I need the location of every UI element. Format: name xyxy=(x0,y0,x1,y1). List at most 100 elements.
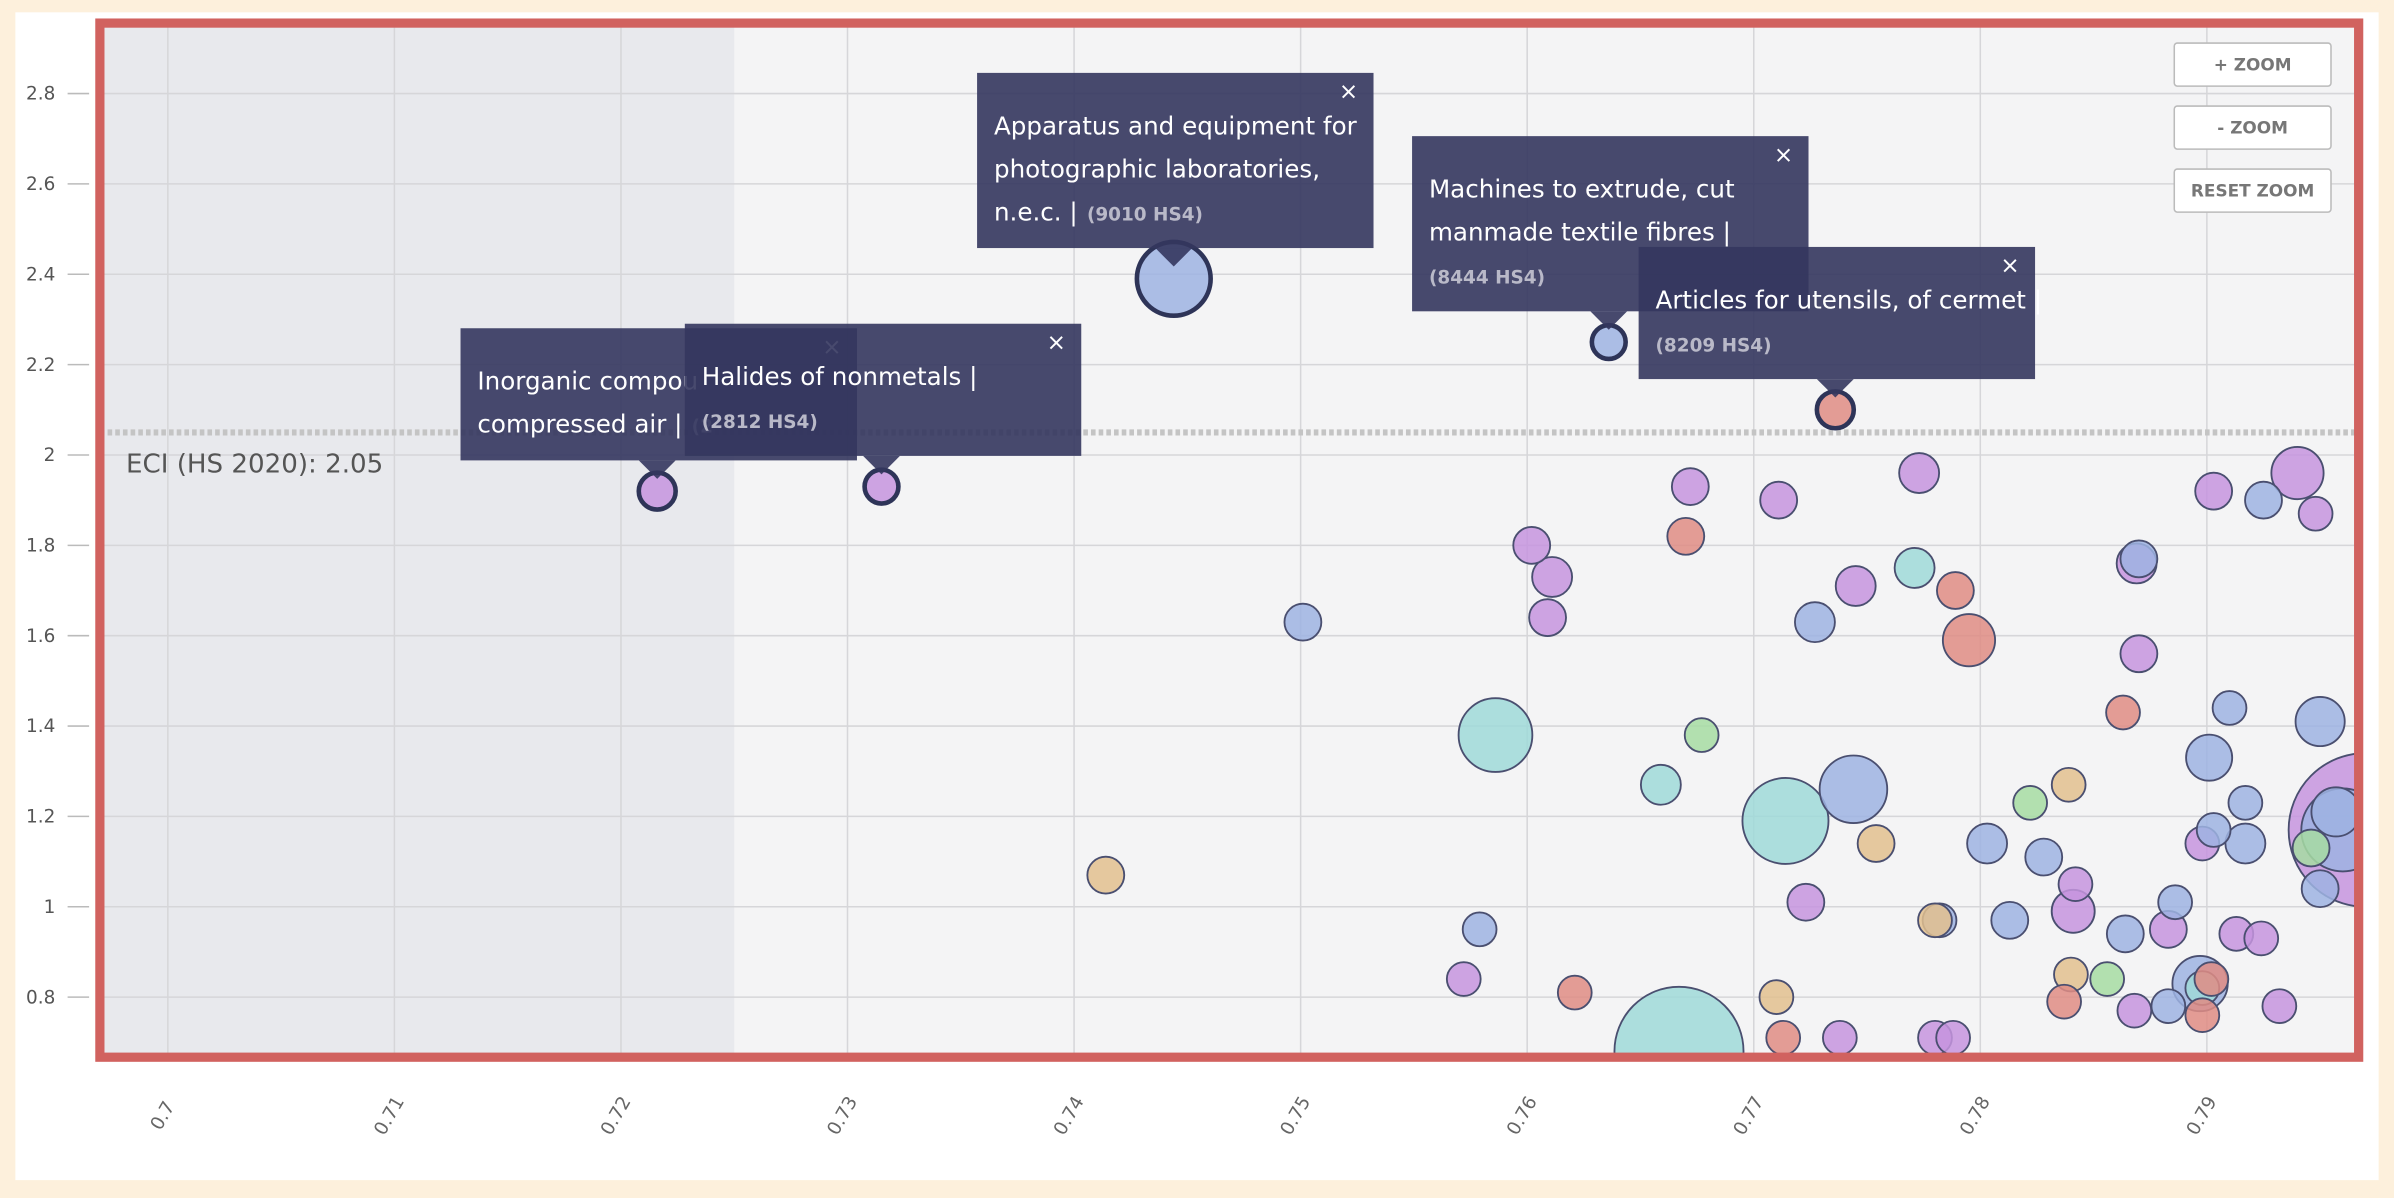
bubble[interactable] xyxy=(1741,776,1830,865)
y-tick-label: 1.4 xyxy=(26,716,55,737)
bubble[interactable] xyxy=(1445,961,1482,997)
bubble[interactable] xyxy=(2291,828,2331,868)
tooltip-code: (8209 HS4) xyxy=(1656,335,1772,356)
bubble[interactable] xyxy=(1834,565,1877,607)
bubble[interactable] xyxy=(1283,602,1323,642)
bubble[interactable] xyxy=(1683,717,1720,753)
zoom-button-label[interactable]: RESET ZOOM xyxy=(2191,181,2314,201)
tooltip-arrow xyxy=(638,460,676,479)
bubble[interactable] xyxy=(2185,733,2234,782)
bubble[interactable] xyxy=(1666,516,1706,556)
bubble[interactable] xyxy=(1758,979,1795,1015)
bubble[interactable] xyxy=(1917,902,1953,939)
y-tick-label: 0.8 xyxy=(26,987,55,1008)
tooltip-text: Halides of nonmetals | xyxy=(702,362,978,391)
bubble[interactable] xyxy=(1898,452,1941,494)
bubble[interactable] xyxy=(2057,866,2094,903)
bubble[interactable] xyxy=(1461,911,1498,948)
zoom-button[interactable] xyxy=(2173,105,2332,150)
tooltip: × Articles for utensils, of cermet | (8209… xyxy=(1638,246,2042,398)
bubble[interactable] xyxy=(1528,598,1567,637)
bubble[interactable] xyxy=(2294,696,2346,748)
bubble[interactable] xyxy=(2310,786,2360,838)
bubble[interactable] xyxy=(2297,495,2334,532)
tooltip-code: (8444 HS4) xyxy=(1429,268,1545,289)
bubble[interactable] xyxy=(1759,480,1799,520)
bubble[interactable] xyxy=(1512,525,1552,565)
bubble[interactable] xyxy=(2150,988,2187,1024)
tooltip-text: Apparatus and equipment for xyxy=(994,111,1358,140)
bubble[interactable] xyxy=(1613,985,1745,1116)
bubble[interactable] xyxy=(2024,837,2064,877)
bubble[interactable] xyxy=(2119,634,2159,674)
tooltip: × Halides of nonmetals | (2812 HS4) xyxy=(684,323,1082,475)
bubble[interactable] xyxy=(1893,547,1936,589)
bubble[interactable] xyxy=(2105,694,2141,731)
tooltip-box xyxy=(684,323,1082,456)
bubble[interactable] xyxy=(2211,690,2248,726)
bubble[interactable] xyxy=(2300,869,2340,909)
tooltip-arrow xyxy=(1590,311,1628,330)
bubble[interactable] xyxy=(2224,822,2267,865)
bubble[interactable] xyxy=(2157,884,2193,921)
bubble[interactable] xyxy=(1966,822,2009,865)
bubble[interactable] xyxy=(1822,1019,1858,1056)
bubble[interactable] xyxy=(1786,882,1826,922)
bubble[interactable] xyxy=(2270,446,2325,501)
tooltip-close[interactable]: × xyxy=(1774,142,1793,168)
zoom-button[interactable] xyxy=(2173,168,2332,213)
bubble[interactable] xyxy=(1556,974,1593,1011)
y-tick-label: 1.2 xyxy=(26,807,55,828)
bubble[interactable] xyxy=(2046,983,2082,1020)
bubble[interactable] xyxy=(2243,920,2280,957)
y-tick-label: 1 xyxy=(44,897,56,918)
bubble[interactable] xyxy=(1941,613,1997,668)
tooltip-code: (2812 HS4) xyxy=(702,412,818,433)
tooltip: × Apparatus and equipment for photographic… xyxy=(977,72,1374,267)
bubble[interactable] xyxy=(2119,539,2159,579)
zoom-button-label[interactable]: - ZOOM xyxy=(2217,118,2288,138)
bubble[interactable] xyxy=(2012,785,2048,821)
bubble[interactable] xyxy=(1589,322,1628,362)
bubble[interactable] xyxy=(1457,697,1534,773)
tooltip-code: (9010 HS4) xyxy=(1087,204,1203,225)
y-tick-label: 1.6 xyxy=(26,626,55,647)
bubble[interactable] xyxy=(2089,961,2126,997)
tooltip-arrow xyxy=(1155,248,1193,267)
zoom-button-label[interactable]: + ZOOM xyxy=(2214,55,2292,75)
bubble[interactable] xyxy=(2050,766,2087,803)
tooltip-arrow xyxy=(863,455,900,475)
bubble[interactable] xyxy=(1990,900,2030,940)
bubble[interactable] xyxy=(1531,556,1574,598)
tooltip-text: manmade textile fibres | xyxy=(1429,218,1731,247)
bubble[interactable] xyxy=(2195,812,2232,848)
bubble[interactable] xyxy=(1818,754,1889,825)
bubble[interactable] xyxy=(1765,1019,1802,1056)
bubble[interactable] xyxy=(1086,855,1126,895)
bubble[interactable] xyxy=(2194,471,2234,511)
bubble[interactable] xyxy=(1856,824,1896,863)
bubble[interactable] xyxy=(2227,785,2264,821)
tooltip-close[interactable]: × xyxy=(1047,330,1066,356)
tooltip-text: n.e.c. | xyxy=(994,197,1078,226)
bubble[interactable] xyxy=(2193,961,2230,997)
bubble[interactable] xyxy=(2105,914,2145,954)
bubble[interactable] xyxy=(1670,467,1710,506)
bubble[interactable] xyxy=(1639,763,1682,806)
bubble[interactable] xyxy=(1794,601,1836,644)
zoom-button[interactable] xyxy=(2173,42,2332,87)
y-tick-label: 2.8 xyxy=(26,84,55,105)
bubble[interactable] xyxy=(2184,997,2221,1034)
bubble[interactable] xyxy=(2244,480,2283,520)
tooltip-close[interactable]: × xyxy=(2000,253,2019,279)
bubble[interactable] xyxy=(862,467,901,506)
y-tick-label: 1.8 xyxy=(26,535,55,556)
bubble[interactable] xyxy=(2261,988,2298,1024)
bubble[interactable] xyxy=(1936,571,1975,610)
tooltip-close[interactable]: × xyxy=(1339,79,1358,105)
bubble[interactable] xyxy=(2116,992,2153,1029)
tooltip-arrow xyxy=(1816,379,1854,398)
tooltip-text: Articles for utensils, of cermet | xyxy=(1656,285,2042,314)
bubble[interactable] xyxy=(1935,1019,1971,1056)
